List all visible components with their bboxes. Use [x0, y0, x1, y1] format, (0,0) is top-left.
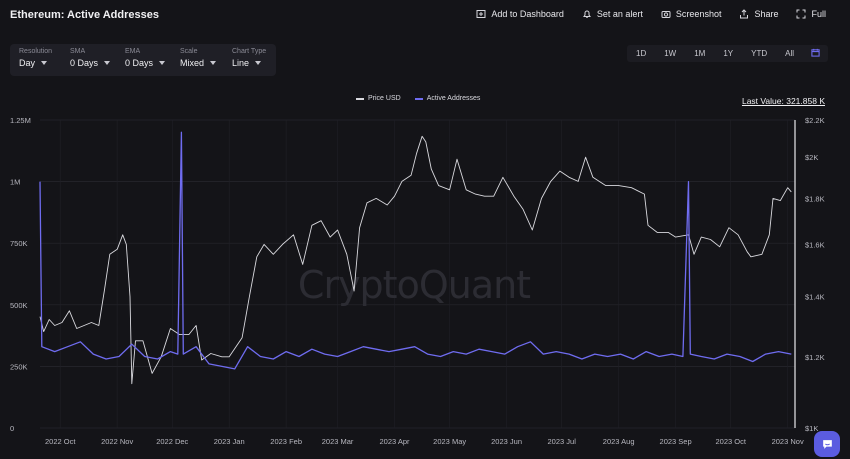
chat-button[interactable]	[814, 431, 840, 457]
x-tick-label: 2023 Nov	[772, 437, 804, 446]
add-to-dashboard-button[interactable]: Add to Dashboard	[476, 9, 564, 19]
chevron-down-icon	[159, 61, 166, 65]
chevron-down-icon	[104, 61, 111, 65]
right-tick-label: $1.4K	[805, 293, 825, 302]
ema-label: EMA	[125, 48, 141, 55]
left-tick-label: 750K	[10, 239, 28, 248]
sma-value: 0 Days	[70, 58, 99, 68]
right-tick-label: $1.6K	[805, 240, 825, 249]
ema-select[interactable]: EMA 0 Days	[125, 48, 166, 68]
legend-price[interactable]: Price USD	[356, 95, 401, 102]
top-bar: Ethereum: Active Addresses Add to Dashbo…	[0, 0, 850, 32]
left-tick-label: 250K	[10, 362, 28, 371]
set-alert-button[interactable]: Set an alert	[582, 9, 643, 19]
x-tick-label: 2022 Oct	[45, 437, 76, 446]
header-actions: Add to Dashboard Set an alert Screenshot…	[476, 9, 826, 19]
set-alert-label: Set an alert	[596, 9, 643, 19]
range-selector: 1D 1W 1M 1Y YTD All	[627, 45, 829, 62]
bell-icon	[582, 10, 591, 18]
x-tick-label: 2023 Oct	[715, 437, 746, 446]
sma-select[interactable]: SMA 0 Days	[70, 48, 111, 68]
camera-icon	[661, 11, 671, 18]
legend-active-addresses[interactable]: Active Addresses	[414, 95, 481, 102]
chart-grid	[40, 119, 795, 429]
screenshot-button[interactable]: Screenshot	[661, 9, 722, 19]
screenshot-label: Screenshot	[675, 9, 722, 19]
x-tick-label: 2023 Aug	[603, 437, 635, 446]
active-addresses-line	[39, 131, 792, 370]
legend-price-label: Price USD	[368, 95, 401, 102]
x-tick-label: 2023 Jun	[491, 437, 522, 446]
add-to-dashboard-label: Add to Dashboard	[491, 9, 564, 19]
chart-type-value: Line	[232, 58, 250, 68]
range-1w[interactable]: 1W	[664, 49, 677, 58]
resolution-value: Day	[19, 58, 36, 68]
x-tick-label: 2022 Nov	[101, 437, 133, 446]
scale-value: Mixed	[180, 58, 205, 68]
calendar-icon	[811, 48, 820, 57]
share-label: Share	[754, 9, 779, 19]
x-axis: 2022 Oct 2022 Nov 2022 Dec 2023 Jan 2023 Feb…	[45, 437, 804, 446]
chevron-down-icon	[210, 61, 217, 65]
left-tick-label: 500K	[10, 301, 28, 310]
chevron-down-icon	[255, 61, 262, 65]
legend-active-swatch	[414, 97, 423, 100]
scale-select[interactable]: Scale Mixed	[180, 48, 217, 68]
chat-icon	[822, 439, 832, 449]
x-tick-label: 2022 Dec	[156, 437, 188, 446]
page-title: Ethereum: Active Addresses	[10, 9, 159, 21]
share-icon	[740, 9, 749, 19]
chart-type-select[interactable]: Chart Type Line	[232, 48, 266, 68]
range-1d[interactable]: 1D	[636, 49, 647, 58]
x-tick-label: 2023 Jul	[548, 437, 577, 446]
left-axis: 0 250K 500K 750K 1M 1.25M	[10, 116, 31, 433]
sma-label: SMA	[70, 48, 86, 55]
right-tick-label: $1.2K	[805, 353, 825, 362]
left-tick-label: 1.25M	[10, 116, 31, 125]
range-all[interactable]: All	[785, 49, 795, 58]
scale-label: Scale	[180, 48, 198, 55]
chevron-down-icon	[41, 61, 48, 65]
right-axis: $1K $1.2K $1.4K $1.6K $1.8K $2K $2.2K	[805, 116, 825, 433]
resolution-select[interactable]: Resolution Day	[19, 48, 52, 68]
calendar-button[interactable]	[803, 45, 828, 62]
resolution-label: Resolution	[19, 48, 53, 55]
x-tick-label: 2023 May	[433, 437, 466, 446]
share-button[interactable]: Share	[739, 9, 778, 19]
chart-controls: Resolution Day SMA 0 Days EMA 0 Days Sca…	[10, 44, 276, 76]
fullscreen-icon	[796, 9, 806, 19]
right-tick-label: $2K	[805, 153, 818, 162]
x-tick-label: 2023 Mar	[322, 437, 354, 446]
x-tick-label: 2023 Sep	[660, 437, 692, 446]
x-tick-label: 2023 Jan	[214, 437, 245, 446]
price-usd-line	[39, 135, 792, 385]
chart-type-label: Chart Type	[232, 48, 267, 55]
last-value[interactable]: Last Value: 321.858 K	[741, 96, 825, 106]
x-tick-label: 2023 Apr	[380, 437, 411, 446]
right-tick-label: $2.2K	[805, 116, 825, 125]
range-ytd[interactable]: YTD	[751, 49, 768, 58]
dashboard-icon	[476, 10, 486, 18]
ema-value: 0 Days	[125, 58, 154, 68]
chart-lines	[39, 131, 792, 385]
left-tick-label: 1M	[10, 178, 20, 187]
legend-price-swatch	[356, 97, 364, 100]
left-tick-label: 0	[10, 424, 14, 433]
fullscreen-label: Full	[811, 9, 826, 19]
fullscreen-button[interactable]: Full	[796, 9, 826, 19]
x-tick-label: 2023 Feb	[270, 437, 302, 446]
right-tick-label: $1K	[805, 424, 818, 433]
legend-active-label: Active Addresses	[426, 95, 481, 102]
right-tick-label: $1.8K	[805, 194, 825, 203]
range-1m[interactable]: 1M	[694, 49, 706, 58]
range-1y[interactable]: 1Y	[723, 49, 734, 58]
chart-legend: Price USD Active Addresses	[356, 95, 480, 102]
watermark: CryptoQuant	[298, 263, 530, 307]
